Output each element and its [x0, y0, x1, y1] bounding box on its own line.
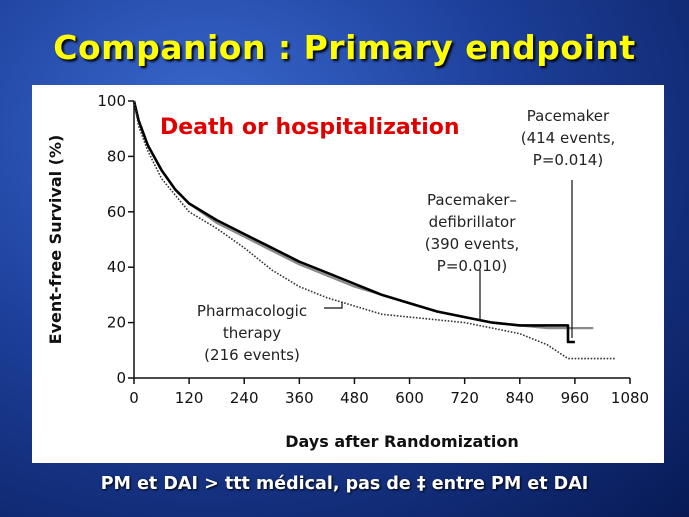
x-axis-title: Days after Randomization [285, 432, 519, 451]
chart-panel: 0 20 40 60 80 100 0 120 240 360 480 600 720 840 960 108… [32, 85, 664, 463]
x-tick-label: 240 [230, 389, 259, 407]
annotation-2-line: Pacemaker– [427, 191, 517, 209]
annotation-2-line: defibrillator [429, 213, 517, 231]
endpoint-highlight-label: Death or hospitalization [160, 115, 460, 140]
annotation-2-line: (390 events, [425, 235, 520, 253]
annotation-3-line: therapy [223, 324, 281, 342]
y-tick-label: 80 [107, 147, 126, 165]
x-tick-label: 720 [450, 389, 479, 407]
slide-title: Companion : Primary endpoint [53, 28, 636, 67]
annotations: Death or hospitalization Pacemaker (414 ev… [160, 107, 615, 364]
survival-chart: 0 20 40 60 80 100 0 120 240 360 480 600 720 840 960 108… [46, 92, 649, 451]
series-line-3 [133, 100, 617, 360]
y-tick-label: 100 [97, 92, 126, 110]
x-tick-label: 1080 [611, 389, 649, 407]
x-tick-label: 120 [175, 389, 204, 407]
x-tick-label: 360 [285, 389, 314, 407]
annotation-3-line: (216 events) [204, 346, 300, 364]
annotation-3-line: Pharmacologic [197, 302, 307, 320]
series-line-2 [132, 100, 575, 344]
y-tick-label: 20 [107, 314, 126, 332]
annotation-1-line: P=0.014) [533, 151, 603, 169]
annotation-1-line: (414 events, [521, 129, 616, 147]
y-tick-label: 40 [107, 258, 126, 276]
y-tick-label: 60 [107, 203, 126, 221]
annotation-1-line: Pacemaker [527, 107, 610, 125]
series-layer [132, 100, 617, 360]
axes: 0 20 40 60 80 100 0 120 240 360 480 600 720 840 960 108… [46, 92, 649, 451]
x-tick-label: 0 [129, 389, 139, 407]
y-axis-title: Event-free Survival (%) [46, 135, 65, 345]
footer-conclusion: PM et DAI > ttt médical, pas de ‡ entre … [100, 474, 589, 494]
x-tick-label: 480 [340, 389, 369, 407]
x-tick-label: 960 [561, 389, 590, 407]
x-tick-label: 600 [395, 389, 424, 407]
leader-line-3 [324, 302, 343, 309]
annotation-2-line: P=0.010) [437, 257, 507, 275]
x-tick-label: 840 [505, 389, 534, 407]
y-tick-label: 0 [116, 369, 126, 387]
